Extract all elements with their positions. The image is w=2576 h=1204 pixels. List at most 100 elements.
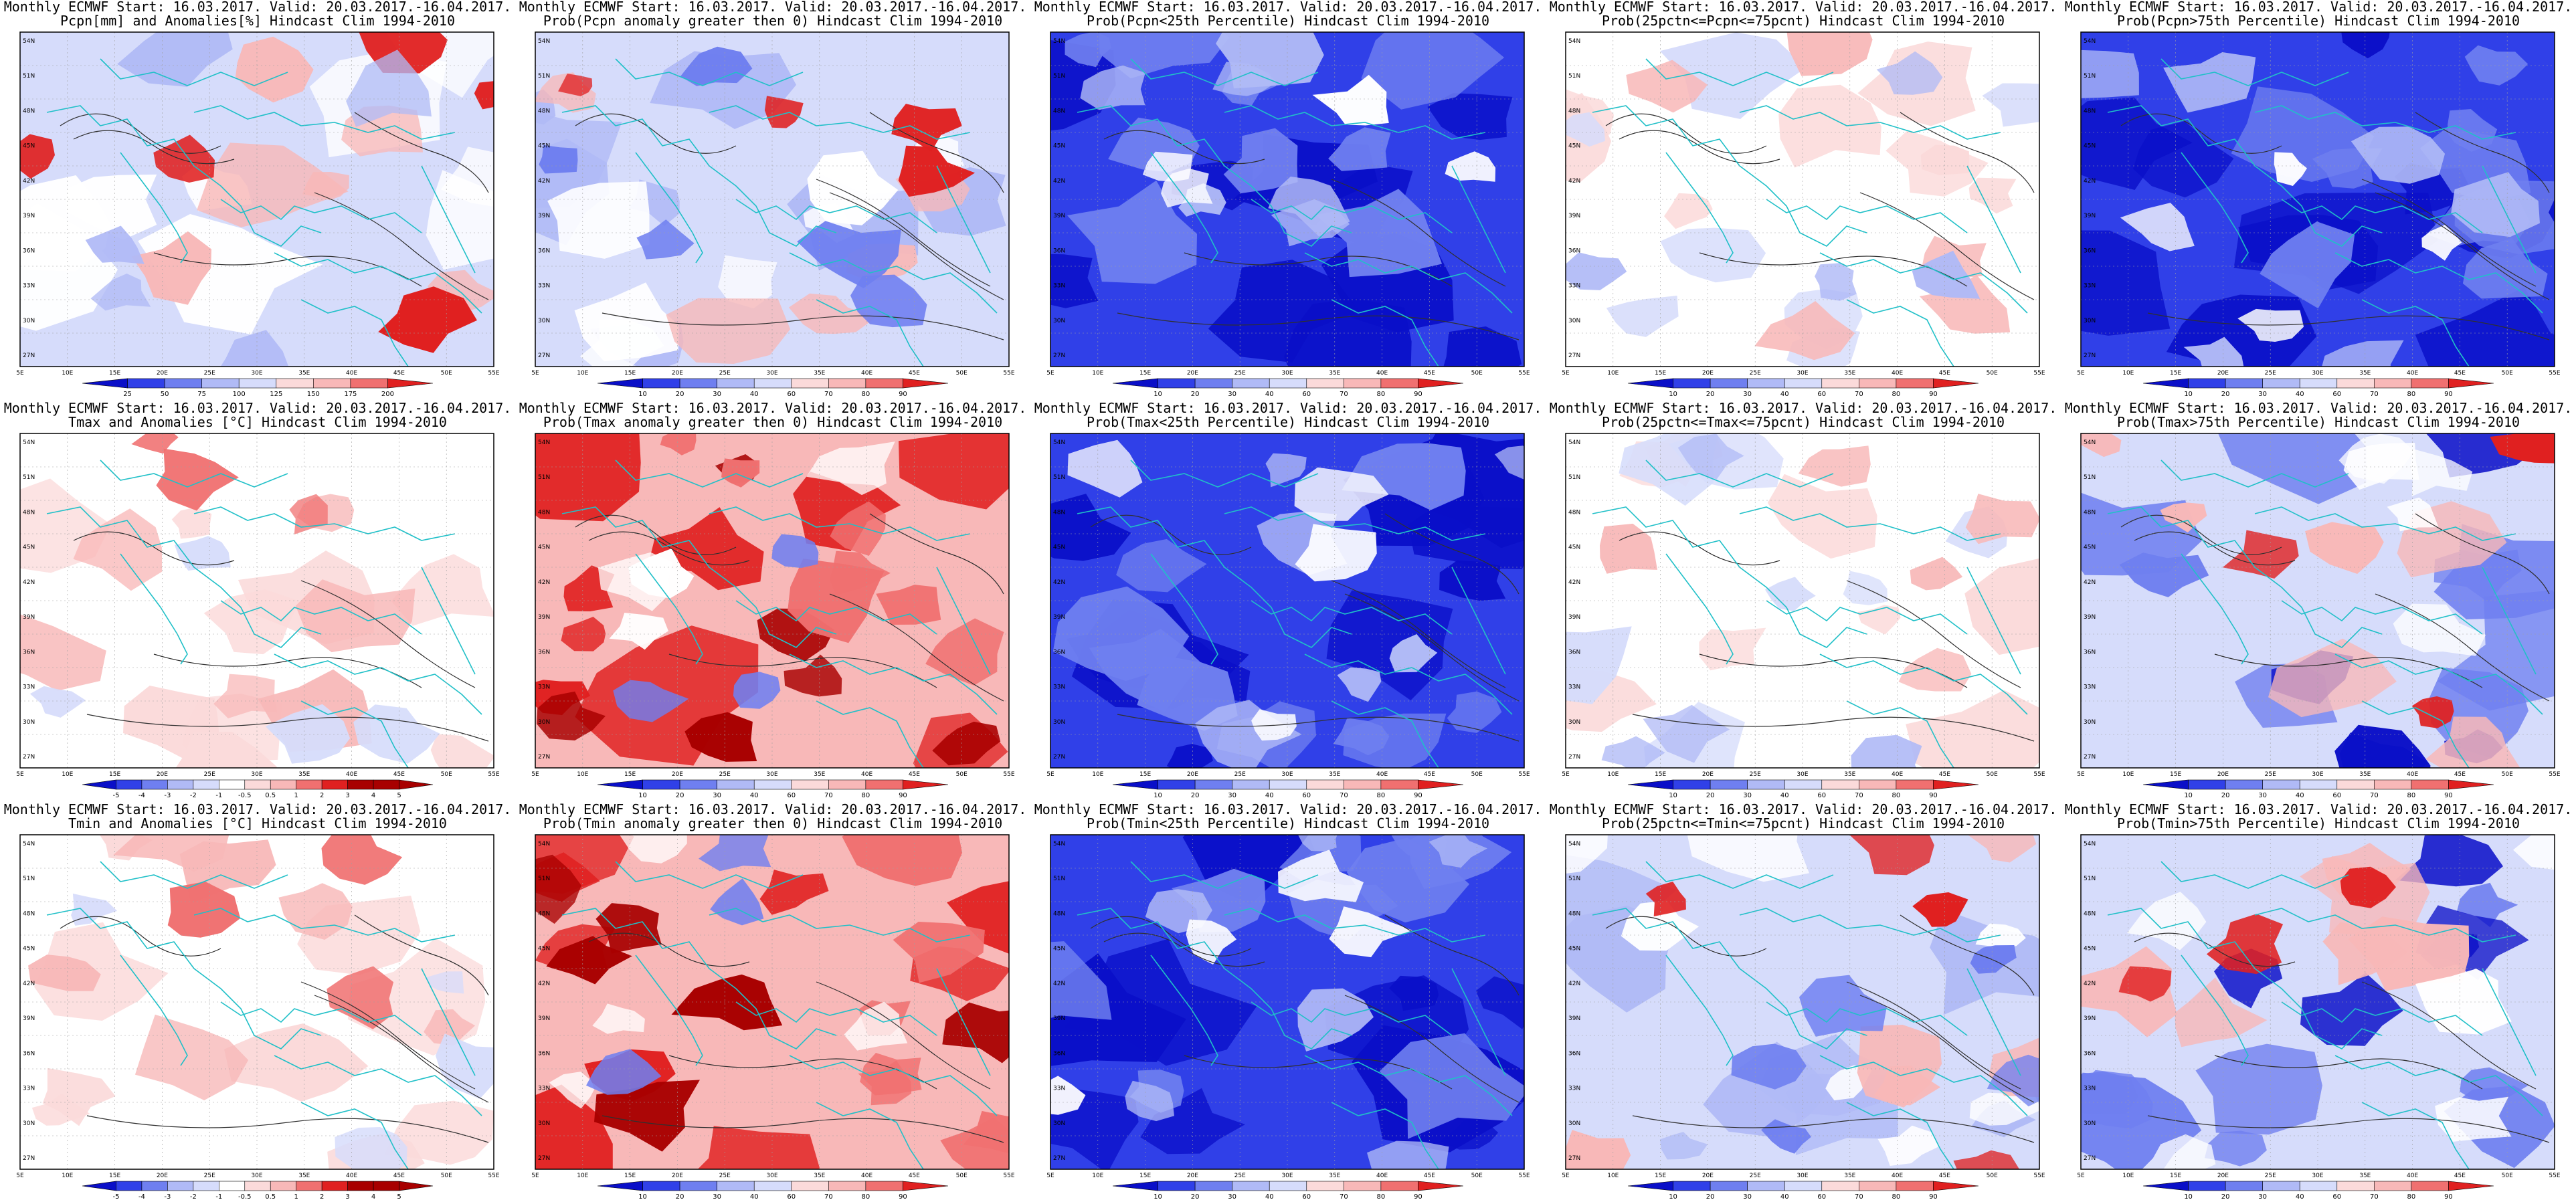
lat-label: 27N <box>538 754 550 761</box>
panel-title: Monthly ECMWF Start: 16.03.2017. Valid: … <box>515 803 1030 831</box>
lon-label: 10E <box>62 1173 73 1179</box>
colorbar-tick-label: 60 <box>2332 1193 2341 1201</box>
lon-label: 40E <box>1376 771 1388 778</box>
colorbar-tick-label: 4 <box>371 792 375 799</box>
colorbar-tick-label: 30 <box>2258 1193 2267 1201</box>
lat-label: 51N <box>2084 73 2096 80</box>
map-field <box>535 835 1009 1169</box>
lat-label: 30N <box>1568 318 1580 324</box>
lat-label: 45N <box>2084 544 2096 551</box>
lat-label: 27N <box>538 353 550 359</box>
colorbar-tick-label: -1 <box>215 1193 222 1201</box>
map-panel: Monthly ECMWF Start: 16.03.2017. Valid: … <box>515 803 1030 1204</box>
lon-label: 30E <box>766 1173 777 1179</box>
lat-label: 48N <box>538 509 550 516</box>
colorbar-tick-label: 70 <box>1855 1193 1863 1201</box>
lon-label: 5E <box>2077 1173 2085 1179</box>
colorbar-tick-label: 30 <box>2258 792 2267 799</box>
lat-label: 45N <box>23 544 35 551</box>
lon-label: 50E <box>441 771 452 778</box>
lat-label: 27N <box>1053 353 1065 359</box>
colorbar-tick-label: 4 <box>371 1193 375 1201</box>
lon-label: 15E <box>624 771 636 778</box>
lon-label: 30E <box>251 1173 262 1179</box>
panel-title: Monthly ECMWF Start: 16.03.2017. Valid: … <box>1546 401 2061 429</box>
lon-label: 15E <box>1139 771 1151 778</box>
lon-label: 50E <box>956 370 968 377</box>
lat-label: 45N <box>1568 946 1580 952</box>
panel-title-line1: Monthly ECMWF Start: 16.03.2017. Valid: … <box>1034 400 1542 416</box>
panel-title-line1: Monthly ECMWF Start: 16.03.2017. Valid: … <box>3 0 512 15</box>
panel-title: Monthly ECMWF Start: 16.03.2017. Valid: … <box>1030 0 1546 28</box>
lon-label: 55E <box>1003 771 1014 778</box>
lat-label: 36N <box>1568 649 1580 656</box>
lat-label: 48N <box>1568 910 1580 917</box>
lon-label: 55E <box>1518 1173 1530 1179</box>
map-svg: 54N 51N 48N 45N 42N 39N 36N 33N 30N 27N 5E 10E 15E 20… <box>2077 834 2561 1201</box>
colorbar-tick-label: 5 <box>397 792 401 799</box>
lat-label: 39N <box>23 213 35 219</box>
lon-label: 45E <box>909 1173 920 1179</box>
lat-label: 36N <box>2084 1050 2096 1057</box>
panel-title-line1: Monthly ECMWF Start: 16.03.2017. Valid: … <box>519 801 1027 817</box>
lon-label: 5E <box>1562 771 1570 778</box>
panel-title: Monthly ECMWF Start: 16.03.2017. Valid: … <box>1030 401 1546 429</box>
lon-label: 30E <box>766 771 777 778</box>
colorbar-tick-label: 90 <box>2444 792 2453 799</box>
colorbar-tick-label: -1 <box>215 792 222 799</box>
lat-label: 51N <box>1568 73 1580 80</box>
colorbar-tick-label: 0.5 <box>265 1193 276 1201</box>
map-field <box>20 835 494 1169</box>
lat-label: 45N <box>538 544 550 551</box>
lon-label: 50E <box>441 1173 452 1179</box>
lat-label: 30N <box>2084 719 2096 726</box>
lon-label: 40E <box>2407 771 2418 778</box>
lon-label: 15E <box>1139 370 1151 377</box>
panel-title-line1: Monthly ECMWF Start: 16.03.2017. Valid: … <box>1549 400 2057 416</box>
lat-label: 48N <box>23 108 35 114</box>
colorbar-tick-label: -0.5 <box>238 792 252 799</box>
lat-label: 54N <box>1568 439 1580 446</box>
lat-label: 30N <box>23 318 35 324</box>
map-panel: Monthly ECMWF Start: 16.03.2017. Valid: … <box>0 803 515 1204</box>
lat-label: 39N <box>1568 614 1580 621</box>
lon-label: 5E <box>1046 771 1054 778</box>
colorbar: 10 20 30 40 60 70 80 90 <box>1627 779 1979 799</box>
lon-label: 10E <box>1092 370 1103 377</box>
lat-label: 45N <box>23 143 35 150</box>
colorbar-tick-label: 0.5 <box>265 792 276 799</box>
lon-label: 40E <box>2407 370 2418 377</box>
colorbar-tick-label: 80 <box>2407 1193 2416 1201</box>
lat-label: 33N <box>2084 283 2096 290</box>
lat-label: 51N <box>538 474 550 481</box>
lon-label: 25E <box>204 1173 215 1179</box>
lon-label: 40E <box>2407 1173 2418 1179</box>
colorbar-tick-label: 80 <box>1892 391 1901 398</box>
colorbar-tick-label: 20 <box>676 792 684 799</box>
lon-label: 5E <box>1562 370 1570 377</box>
lon-label: 45E <box>1939 370 1950 377</box>
lat-label: 51N <box>1568 876 1580 882</box>
lat-label: 36N <box>1568 1050 1580 1057</box>
colorbar: 10 20 30 40 60 70 80 90 <box>2142 1181 2494 1201</box>
colorbar-tick-label: 10 <box>2184 391 2193 398</box>
lon-label: 35E <box>1329 370 1340 377</box>
map-panel: Monthly ECMWF Start: 16.03.2017. Valid: … <box>2061 803 2576 1204</box>
lon-label: 30E <box>1281 771 1293 778</box>
colorbar-tick-label: 30 <box>1743 1193 1752 1201</box>
lon-label: 15E <box>2170 771 2181 778</box>
colorbar: -5 -4 -3 -2 -1 -0.5 0.5 1 2 3 4 5 <box>82 1181 434 1201</box>
lon-label: 30E <box>766 370 777 377</box>
lon-label: 50E <box>1987 771 1998 778</box>
lat-label: 36N <box>1053 649 1065 656</box>
lon-label: 45E <box>2454 1173 2466 1179</box>
lat-label: 51N <box>23 474 35 481</box>
lon-label: 40E <box>861 1173 872 1179</box>
colorbar: 10 20 30 40 60 70 80 90 <box>2142 779 2494 799</box>
lon-label: 10E <box>2122 771 2134 778</box>
lon-label: 10E <box>577 370 588 377</box>
lat-label: 54N <box>538 38 550 45</box>
lat-label: 45N <box>23 946 35 952</box>
map-svg: 54N 51N 48N 45N 42N 39N 36N 33N 30N 27N 5E 10E 15E 20… <box>531 834 1015 1201</box>
